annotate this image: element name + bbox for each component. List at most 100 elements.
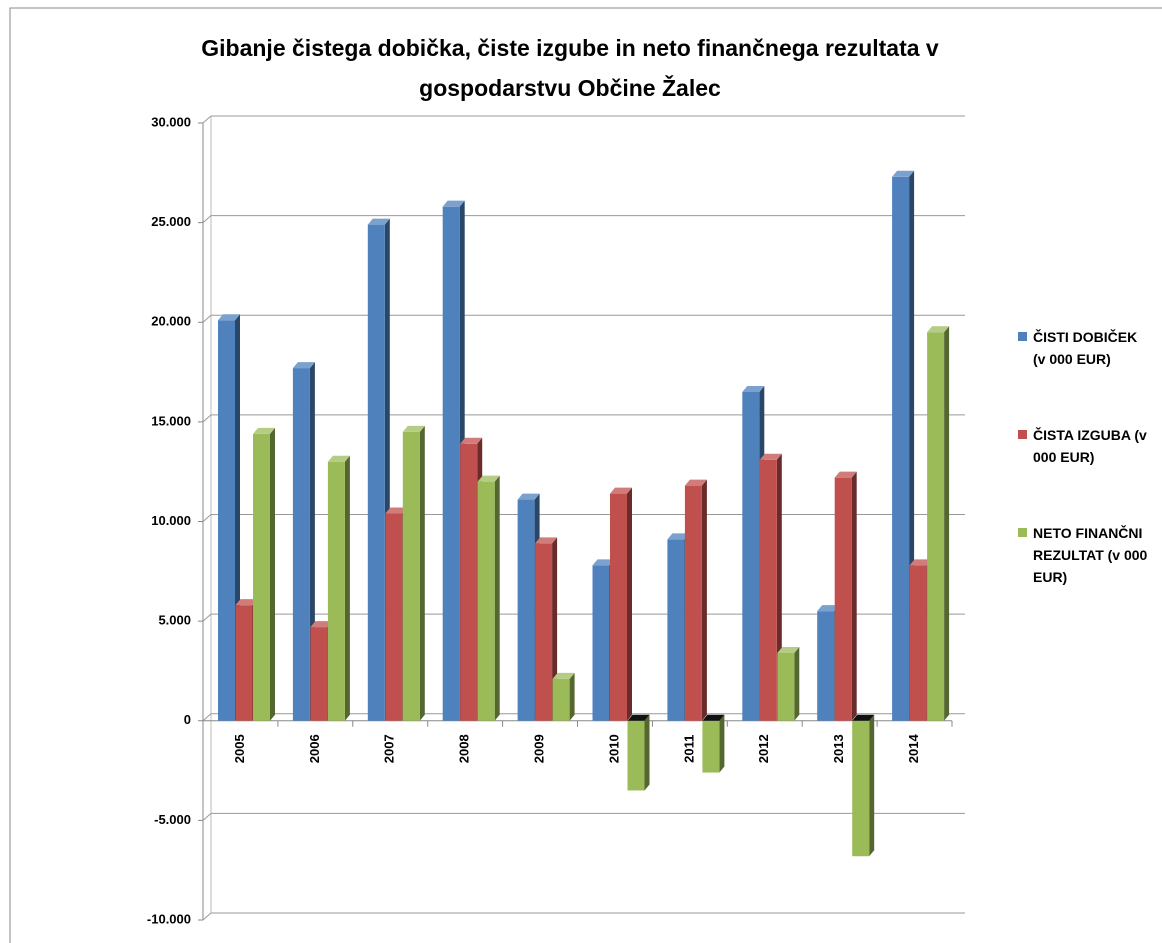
bar xyxy=(702,714,725,773)
x-tick-label: 2011 xyxy=(681,735,696,763)
x-tick-label: 2005 xyxy=(232,734,247,763)
bar-side xyxy=(494,475,500,721)
bar-front xyxy=(402,431,420,721)
bar-top xyxy=(702,714,725,721)
x-tick-label: 2009 xyxy=(531,734,546,763)
y-tick-label: 20.000 xyxy=(151,314,191,329)
grid-line xyxy=(202,912,212,921)
bar-front xyxy=(218,320,235,721)
bar-front xyxy=(460,443,478,721)
bar-side xyxy=(719,714,725,773)
x-tick-label: 2013 xyxy=(831,734,846,763)
bar-top xyxy=(777,647,800,654)
x-tick-label: 2008 xyxy=(457,734,472,763)
bar-front xyxy=(777,653,795,721)
bar-top xyxy=(253,427,275,434)
y-tick-label: 5.000 xyxy=(158,613,191,628)
bar-front xyxy=(292,368,310,721)
legend-label: NETO FINANČNI REZULTAT (v 000 EUR) xyxy=(1033,525,1148,585)
bar-front xyxy=(834,477,852,721)
bar-front xyxy=(759,459,777,721)
bar-front xyxy=(817,611,835,721)
bar-top xyxy=(667,533,690,540)
grid-line xyxy=(202,713,212,722)
bar-top xyxy=(218,314,240,321)
x-tick-label: 2006 xyxy=(307,734,322,763)
bar-side xyxy=(344,455,350,721)
bar-top xyxy=(817,605,840,612)
bar-top xyxy=(552,672,575,679)
grid-line xyxy=(202,613,212,622)
bar-front xyxy=(253,433,270,721)
bar-top xyxy=(367,218,390,225)
bar-top xyxy=(460,437,483,444)
legend-label: ČISTA IZGUBA (v 000 EUR) xyxy=(1033,427,1147,465)
bar xyxy=(535,537,558,721)
bar xyxy=(402,425,425,721)
x-tick-label: 2010 xyxy=(606,734,621,763)
bar-side xyxy=(701,479,707,721)
bar-top xyxy=(385,507,408,514)
bar-front xyxy=(909,565,927,721)
bar-top xyxy=(517,493,540,500)
frame xyxy=(9,7,1162,943)
bar-top xyxy=(927,326,950,333)
legend-swatch xyxy=(1018,528,1027,537)
bar-front xyxy=(684,485,702,721)
bar-top xyxy=(535,537,558,544)
bar-front xyxy=(517,499,535,721)
y-tick-label: 0 xyxy=(184,712,191,727)
bar xyxy=(253,427,275,721)
bar xyxy=(552,672,575,721)
bar-top xyxy=(684,479,707,486)
bar-side xyxy=(552,537,558,721)
legend-swatch xyxy=(1018,332,1027,341)
bar-front xyxy=(927,332,945,721)
bar-top xyxy=(402,425,425,432)
grid-line xyxy=(202,812,212,821)
bar-front xyxy=(592,565,610,721)
bar xyxy=(477,475,500,721)
y-tick-label: -10.000 xyxy=(147,911,191,926)
bar-front xyxy=(892,176,910,721)
bar-side xyxy=(851,471,857,721)
bar-top xyxy=(742,385,765,392)
bar-side xyxy=(944,326,950,721)
bar-front xyxy=(702,720,720,773)
bar-side xyxy=(794,647,800,721)
bar xyxy=(927,326,950,721)
grid-line xyxy=(202,115,212,124)
bar-top xyxy=(442,200,465,207)
bar xyxy=(327,455,350,721)
x-tick-label: 2007 xyxy=(382,734,397,763)
bar xyxy=(777,647,800,721)
bar-side xyxy=(419,425,425,721)
bar-side xyxy=(644,714,650,791)
bar-front xyxy=(442,206,460,721)
bar-front xyxy=(852,720,870,857)
bar xyxy=(852,714,875,857)
bar-top xyxy=(477,475,500,482)
bar-top xyxy=(310,621,333,628)
bar-front xyxy=(535,543,553,721)
bar-front xyxy=(610,493,627,721)
bar-front xyxy=(310,627,328,721)
bar-side xyxy=(569,672,575,721)
chart-title: Gibanje čistega dobička, čiste izgube in… xyxy=(201,35,939,101)
bar-top xyxy=(909,559,932,566)
bar-side xyxy=(869,714,875,857)
x-tick-label: 2014 xyxy=(906,734,921,764)
bar-front xyxy=(367,224,385,721)
bar-top xyxy=(592,559,615,566)
legend-label: ČISTI DOBIČEK (v 000 EUR) xyxy=(1033,329,1138,367)
y-tick-label: 30.000 xyxy=(151,114,191,129)
x-tick-label: 2012 xyxy=(756,734,771,763)
grid-line xyxy=(202,215,212,224)
bar-front xyxy=(385,513,403,721)
y-tick-label: 25.000 xyxy=(151,214,191,229)
y-tick-label: 10.000 xyxy=(151,513,191,528)
y-tick-label: 15.000 xyxy=(151,413,191,428)
bar xyxy=(834,471,857,721)
bar-side xyxy=(270,427,275,721)
